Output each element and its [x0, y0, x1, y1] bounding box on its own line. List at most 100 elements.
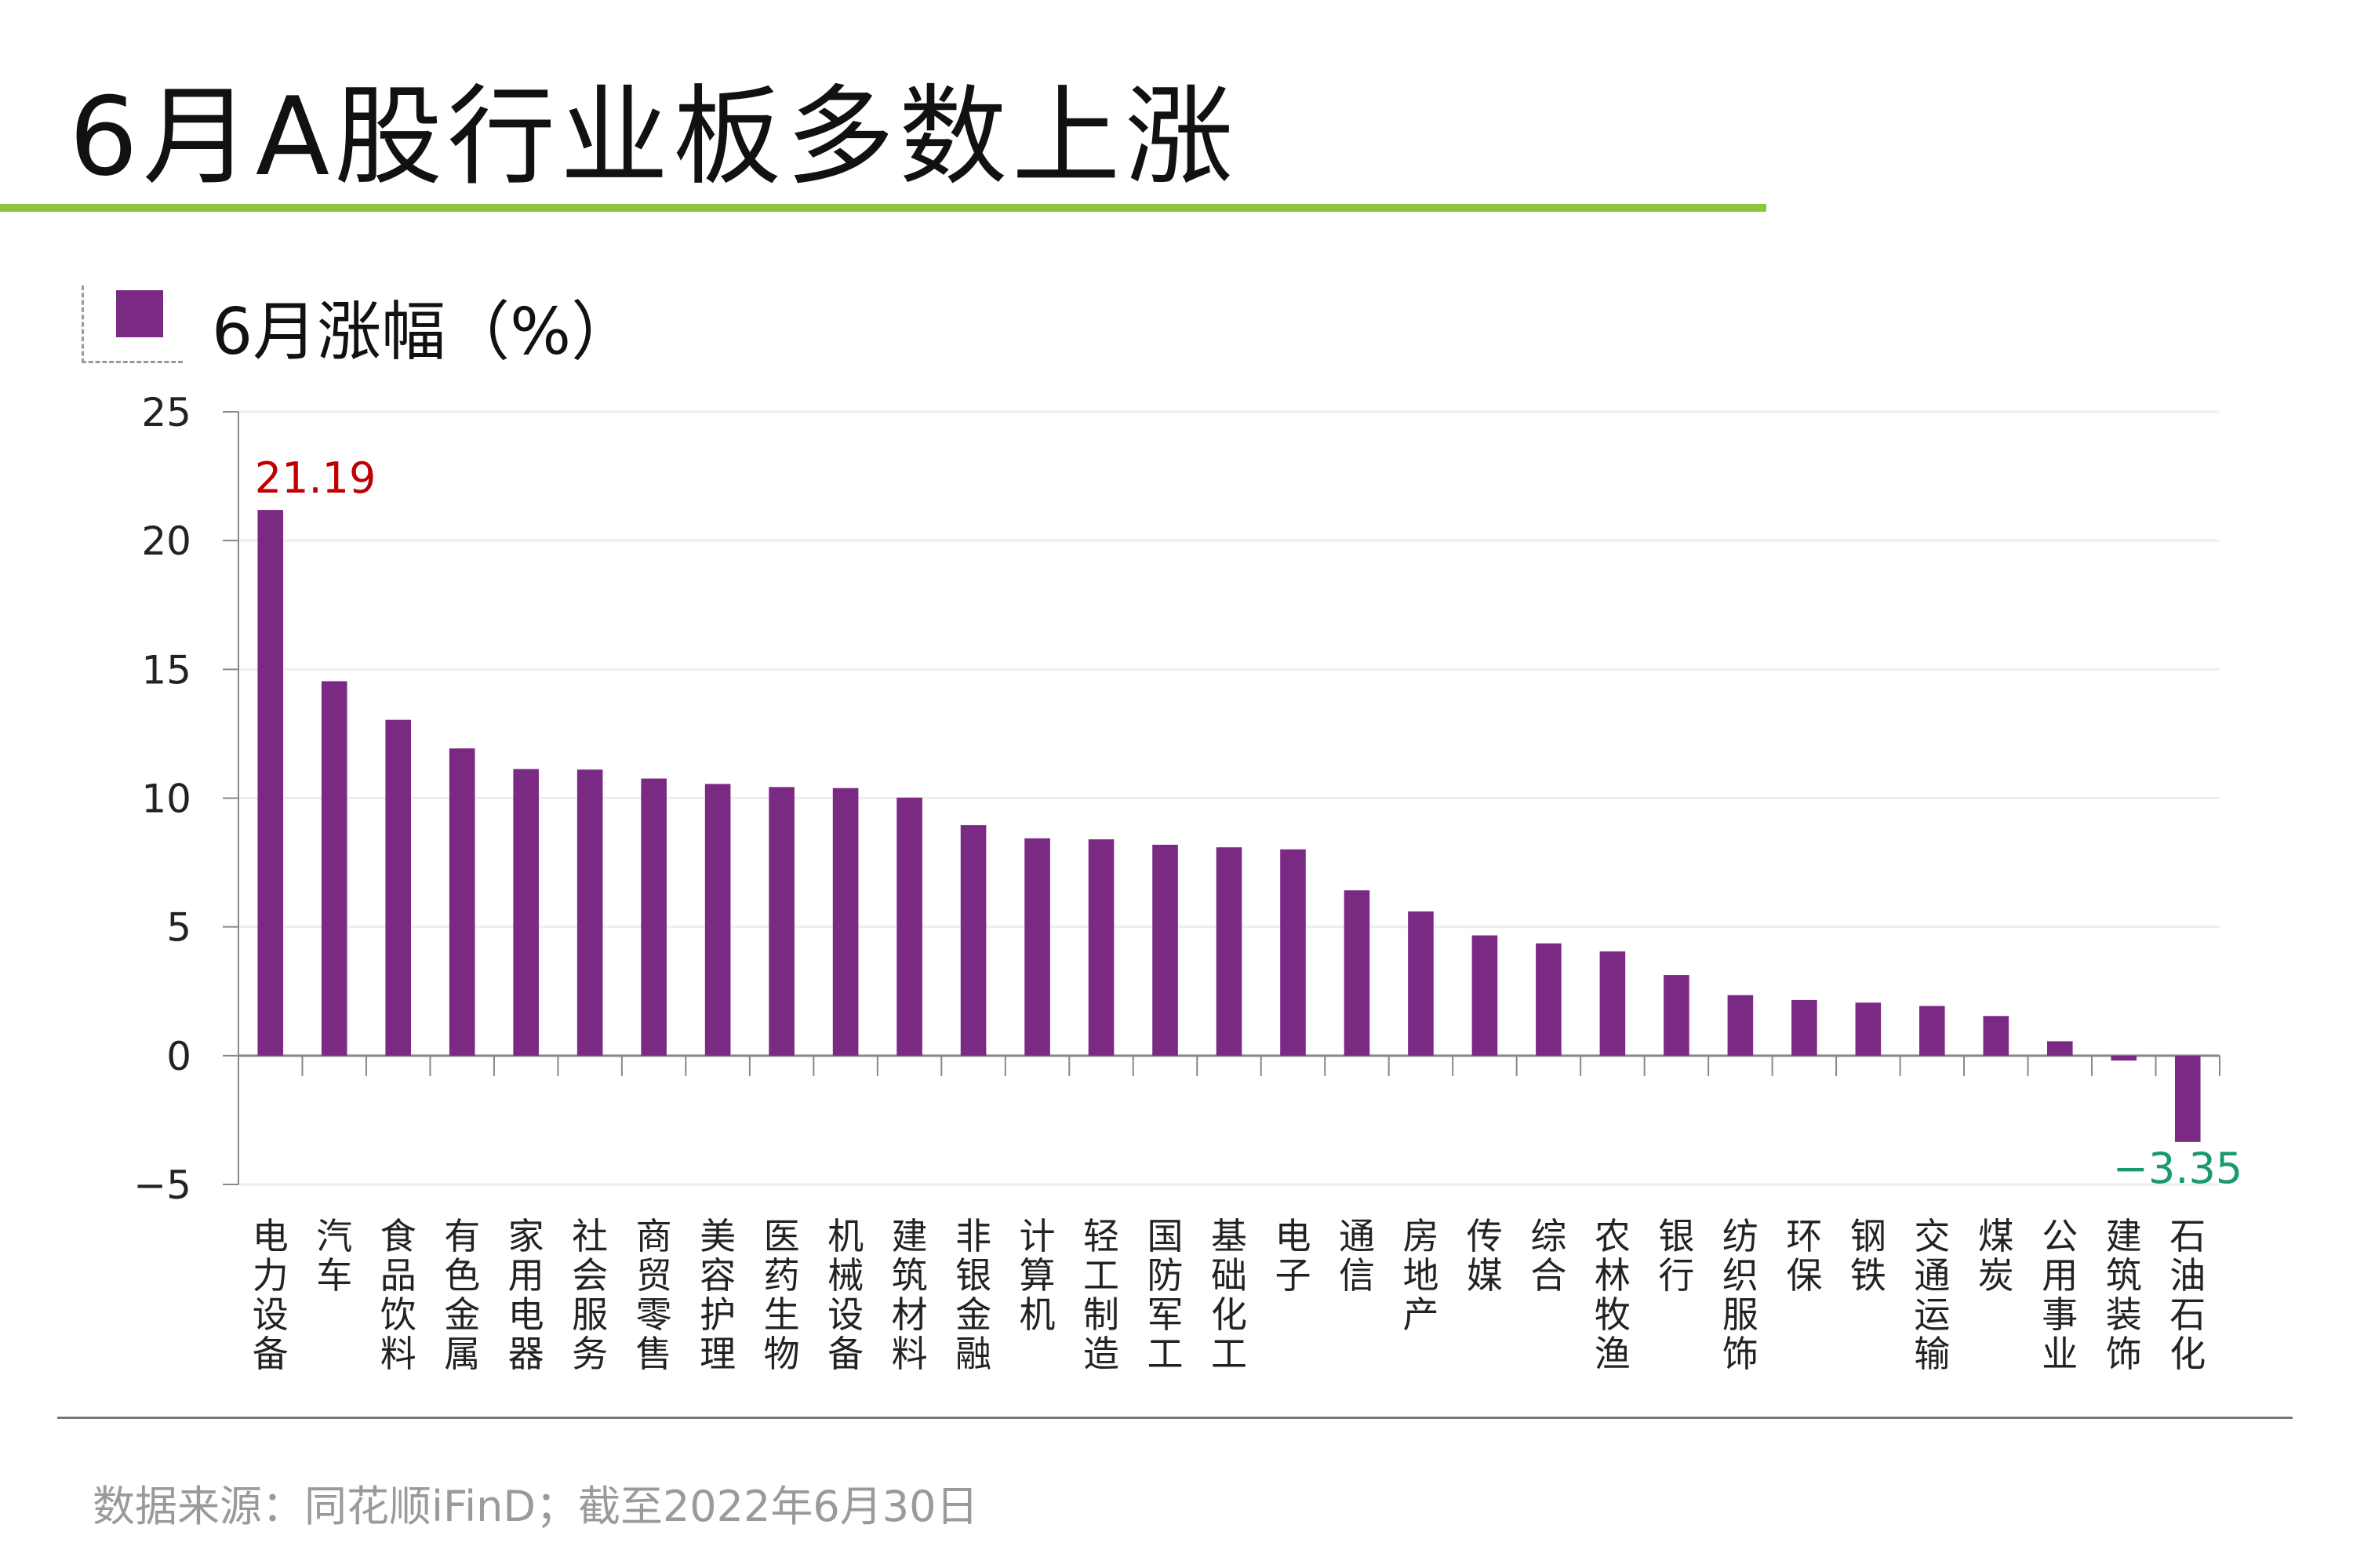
x-tick-label: 钢 — [1850, 1215, 1886, 1257]
x-tick-label: 防 — [1147, 1254, 1184, 1297]
bar — [1344, 890, 1370, 1056]
x-tick-label: 交 — [1914, 1215, 1950, 1257]
x-tick-label: 饮 — [380, 1293, 416, 1336]
x-tick-label: 造 — [1083, 1333, 1119, 1375]
x-tick-label: 容 — [700, 1254, 736, 1297]
x-tick-label: 银 — [1658, 1215, 1694, 1257]
x-tick-label: 地 — [1402, 1254, 1438, 1297]
bar — [321, 681, 347, 1056]
x-tick-label: 电 — [508, 1293, 544, 1336]
data-label: −3.35 — [2113, 1144, 2242, 1193]
bar — [1536, 943, 1562, 1056]
x-tick-label: 护 — [700, 1293, 736, 1336]
x-tick-label: 备 — [827, 1333, 864, 1375]
legend-label: 6月涨幅（%） — [212, 295, 636, 369]
bar — [1664, 975, 1689, 1056]
x-tick-label: 油 — [2169, 1254, 2206, 1297]
x-tick-label: 业 — [2042, 1333, 2078, 1375]
x-tick-label: 汽 — [316, 1215, 352, 1257]
x-tick-label: 渔 — [1595, 1333, 1631, 1375]
page-title: 6月A股行业板多数上涨 — [69, 74, 1238, 200]
x-tick-label: 金 — [444, 1293, 480, 1336]
x-tick-label: 料 — [892, 1333, 928, 1375]
x-tick-label: 零 — [636, 1293, 672, 1336]
x-tick-label: 售 — [636, 1333, 672, 1375]
x-tick-label: 工 — [1083, 1254, 1119, 1297]
x-tick-label: 色 — [444, 1254, 480, 1297]
bar — [832, 788, 859, 1056]
bar — [1088, 839, 1115, 1056]
bar — [513, 769, 539, 1056]
x-tick-label: 基 — [1211, 1215, 1247, 1257]
x-tick-label: 环 — [1786, 1215, 1822, 1257]
x-tick-label: 饰 — [2106, 1333, 2142, 1375]
y-tick-label: 20 — [141, 518, 191, 564]
x-tick-label: 设 — [827, 1293, 864, 1336]
x-tick-label: 制 — [1083, 1293, 1119, 1336]
x-tick-label: 品 — [380, 1254, 416, 1297]
bar — [704, 784, 731, 1056]
x-tick-label: 机 — [1020, 1293, 1056, 1336]
x-tick-label: 家 — [508, 1215, 544, 1257]
y-tick-label: 5 — [166, 905, 191, 951]
x-tick-label: 轻 — [1083, 1215, 1119, 1257]
x-tick-label: 属 — [444, 1333, 480, 1375]
x-tick-label: 通 — [1339, 1215, 1375, 1257]
x-tick-label: 美 — [700, 1215, 736, 1257]
x-tick-label: 电 — [1275, 1215, 1311, 1257]
x-tick-label: 房 — [1402, 1215, 1438, 1257]
x-tick-label: 纺 — [1722, 1215, 1758, 1257]
x-tick-label: 筑 — [892, 1254, 928, 1297]
x-tick-label: 织 — [1722, 1254, 1758, 1297]
x-tick-label: 保 — [1786, 1254, 1822, 1297]
x-tick-label: 药 — [764, 1254, 800, 1297]
x-tick-label: 务 — [572, 1333, 608, 1375]
x-tick-label: 化 — [1211, 1293, 1247, 1336]
x-tick-label: 建 — [892, 1215, 928, 1257]
x-tick-label: 力 — [253, 1254, 289, 1297]
x-tick-label: 工 — [1147, 1333, 1184, 1375]
bar — [641, 778, 667, 1056]
x-tick-label: 石 — [2169, 1293, 2206, 1336]
x-tick-label: 料 — [380, 1333, 416, 1375]
x-tick-label: 事 — [2042, 1293, 2078, 1336]
x-tick-label: 炭 — [1978, 1254, 2014, 1297]
bar — [1280, 849, 1306, 1056]
x-tick-label: 计 — [1020, 1215, 1056, 1257]
x-tick-label: 国 — [1147, 1215, 1184, 1257]
bar — [960, 824, 987, 1056]
x-tick-label: 银 — [955, 1254, 991, 1297]
x-tick-label: 公 — [2042, 1215, 2078, 1257]
x-tick-label: 医 — [764, 1215, 800, 1257]
x-tick-label: 贸 — [636, 1254, 672, 1297]
x-tick-label: 产 — [1402, 1293, 1438, 1336]
x-tick-label: 筑 — [2106, 1254, 2142, 1297]
y-tick-label: 15 — [141, 647, 191, 693]
x-tick-label: 建 — [2106, 1215, 2142, 1257]
x-tick-label: 器 — [508, 1333, 544, 1375]
x-tick-label: 有 — [444, 1215, 480, 1257]
x-tick-label: 用 — [2042, 1254, 2078, 1297]
bar — [1791, 999, 1817, 1056]
x-tick-label: 军 — [1147, 1293, 1184, 1336]
x-tick-label: 用 — [508, 1254, 544, 1297]
title-divider — [0, 204, 1766, 212]
bar — [1216, 847, 1242, 1056]
bar — [2111, 1055, 2137, 1061]
legend-frame — [82, 286, 183, 363]
x-tick-label: 服 — [572, 1293, 608, 1336]
x-tick-label: 食 — [380, 1215, 416, 1257]
y-tick-label: −5 — [133, 1162, 191, 1208]
bar — [1919, 1006, 1945, 1056]
x-tick-label: 子 — [1275, 1254, 1311, 1297]
bar — [1983, 1016, 2009, 1056]
bar — [449, 748, 475, 1056]
x-tick-label: 煤 — [1978, 1215, 2014, 1257]
source-note: 数据来源：同花顺iFinD；截至2022年6月30日 — [93, 1482, 979, 1531]
x-tick-label: 础 — [1211, 1254, 1247, 1297]
bar — [1727, 995, 1754, 1056]
bar — [2046, 1041, 2073, 1056]
x-tick-label: 综 — [1530, 1215, 1566, 1257]
x-tick-label: 机 — [827, 1215, 864, 1257]
y-tick-label: 25 — [141, 390, 191, 435]
